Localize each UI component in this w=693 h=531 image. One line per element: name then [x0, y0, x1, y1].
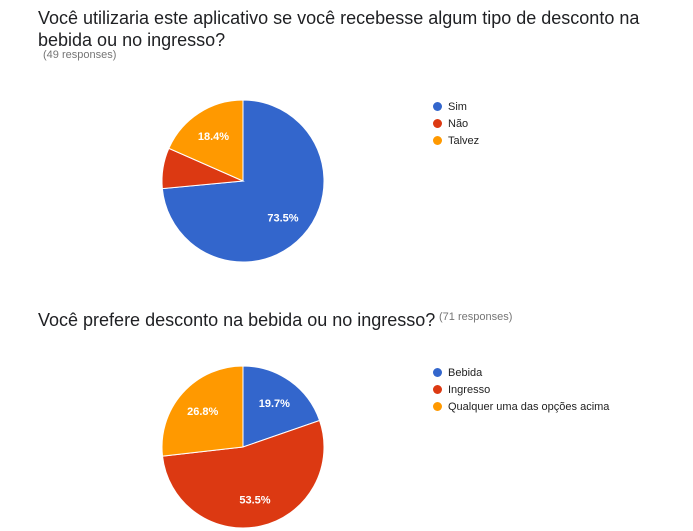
legend-item: Ingresso	[433, 381, 609, 398]
chart-2-title: Você prefere desconto na bebida ou no in…	[38, 310, 436, 330]
pie-slice-talvez	[168, 99, 244, 182]
legend-label: Não	[448, 117, 469, 130]
legend-label: Sim	[448, 100, 467, 113]
pie-slice-ingresso	[161, 419, 325, 529]
pie-slice-qualquer-uma-das-op-es-acima	[161, 365, 244, 457]
legend-label: Qualquer uma das opções acima	[448, 400, 610, 413]
pie-slice-label: 53.5%	[239, 495, 270, 507]
legend-color-dot-icon	[433, 368, 442, 377]
chart-1-response-count: (49 responses)	[43, 49, 117, 61]
legend-label: Ingresso	[448, 383, 491, 396]
legend-color-dot-icon	[433, 136, 442, 145]
chart-2-response-count: (71 responses)	[439, 311, 513, 323]
legend-label: Talvez	[448, 134, 480, 147]
legend-item: Não	[433, 115, 479, 132]
legend-item: Bebida	[433, 364, 609, 381]
legend-item: Sim	[433, 98, 479, 115]
chart-2-pie: 19.7% 53.5% 26.8%	[161, 365, 325, 529]
legend-color-dot-icon	[433, 102, 442, 111]
pie-slice-label: 73.5%	[267, 212, 298, 224]
chart-1-title: Você utilizaria este aplicativo se você …	[38, 8, 640, 50]
legend-label: Bebida	[448, 366, 483, 379]
legend-item: Talvez	[433, 132, 479, 149]
pie-slice-label: 19.7%	[259, 398, 290, 410]
pie-slice-label: 26.8%	[187, 406, 218, 418]
legend-item: Qualquer uma das opções acima	[433, 398, 609, 415]
legend-color-dot-icon	[433, 119, 442, 128]
chart-1-pie: 73.5% 18.4%	[161, 99, 325, 263]
chart-2-legend: Bebida Ingresso Qualquer uma das opções ac…	[433, 364, 609, 415]
legend-color-dot-icon	[433, 402, 442, 411]
pie-slice-label: 18.4%	[198, 131, 229, 143]
legend-color-dot-icon	[433, 385, 442, 394]
chart-1-legend: Sim Não Talvez	[433, 98, 479, 149]
